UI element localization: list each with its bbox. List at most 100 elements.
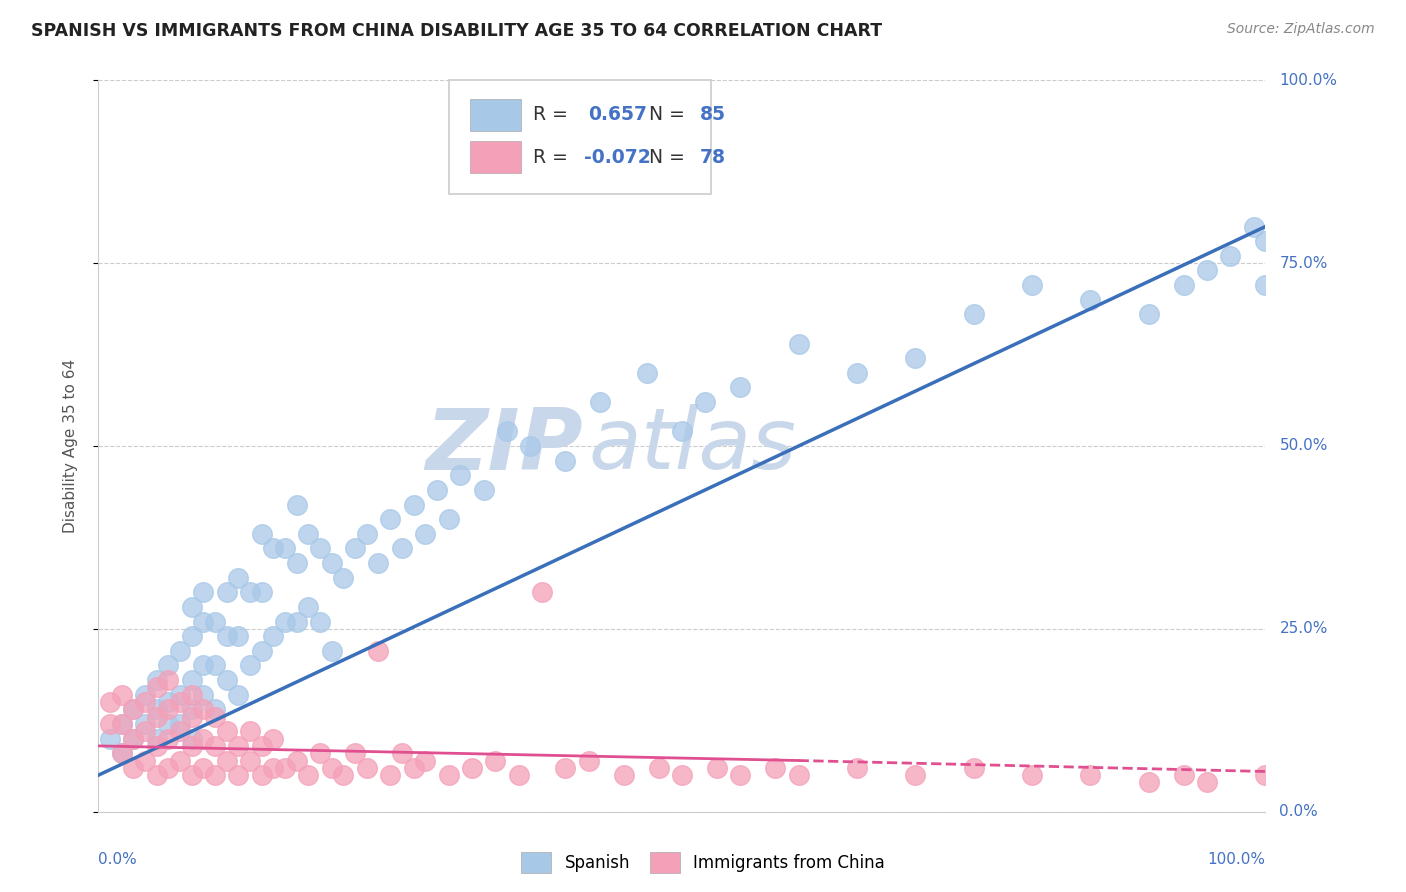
Point bbox=[461, 761, 484, 775]
Point bbox=[193, 761, 215, 775]
Point bbox=[169, 717, 191, 731]
Point bbox=[169, 644, 191, 658]
Point bbox=[250, 585, 273, 599]
Point bbox=[904, 351, 927, 366]
Point bbox=[671, 768, 693, 782]
Point bbox=[204, 739, 226, 753]
Point bbox=[1021, 768, 1043, 782]
Point bbox=[122, 731, 145, 746]
Point bbox=[262, 761, 284, 775]
Text: -0.072: -0.072 bbox=[583, 147, 651, 167]
Text: SPANISH VS IMMIGRANTS FROM CHINA DISABILITY AGE 35 TO 64 CORRELATION CHART: SPANISH VS IMMIGRANTS FROM CHINA DISABIL… bbox=[31, 22, 882, 40]
Point bbox=[1137, 775, 1160, 789]
Point bbox=[274, 615, 297, 629]
Point bbox=[309, 541, 332, 556]
Text: ZIP: ZIP bbox=[425, 404, 582, 488]
Point bbox=[180, 688, 202, 702]
Point bbox=[204, 615, 226, 629]
Point bbox=[157, 731, 180, 746]
Text: N =: N = bbox=[650, 105, 685, 124]
Point bbox=[285, 556, 308, 570]
Point bbox=[215, 754, 238, 768]
Point bbox=[157, 717, 180, 731]
Point bbox=[695, 395, 717, 409]
Point bbox=[262, 541, 284, 556]
Point bbox=[1021, 278, 1043, 293]
Point bbox=[157, 695, 180, 709]
Point bbox=[239, 585, 262, 599]
Point bbox=[215, 673, 238, 687]
Point bbox=[589, 395, 612, 409]
Point bbox=[344, 541, 367, 556]
Point bbox=[180, 739, 202, 753]
Point bbox=[787, 768, 810, 782]
Point bbox=[380, 768, 402, 782]
Point bbox=[204, 658, 226, 673]
Point bbox=[402, 761, 425, 775]
Text: 100.0%: 100.0% bbox=[1279, 73, 1337, 87]
Point bbox=[180, 629, 202, 643]
Point bbox=[321, 761, 343, 775]
Text: 0.657: 0.657 bbox=[589, 105, 648, 124]
Point bbox=[228, 571, 250, 585]
Text: 100.0%: 100.0% bbox=[1208, 852, 1265, 867]
Point bbox=[730, 380, 752, 394]
Point bbox=[437, 768, 460, 782]
Point bbox=[1254, 234, 1277, 248]
Point bbox=[146, 739, 169, 753]
Text: N =: N = bbox=[650, 147, 685, 167]
Text: 0.0%: 0.0% bbox=[1279, 805, 1319, 819]
Point bbox=[1173, 278, 1195, 293]
Point bbox=[1137, 307, 1160, 321]
Point bbox=[671, 425, 693, 439]
Point bbox=[134, 724, 156, 739]
Point bbox=[169, 695, 191, 709]
Point bbox=[578, 754, 600, 768]
Point bbox=[111, 717, 134, 731]
Point bbox=[250, 644, 273, 658]
Point bbox=[449, 468, 471, 483]
Point bbox=[146, 673, 169, 687]
Point bbox=[367, 556, 389, 570]
Point bbox=[274, 761, 297, 775]
Point bbox=[250, 739, 273, 753]
Point bbox=[98, 731, 121, 746]
Point bbox=[730, 768, 752, 782]
Point bbox=[1219, 249, 1241, 263]
Point bbox=[204, 709, 226, 723]
Text: 78: 78 bbox=[699, 147, 725, 167]
Point bbox=[413, 754, 436, 768]
Point bbox=[250, 526, 273, 541]
Text: 0.0%: 0.0% bbox=[98, 852, 138, 867]
Point bbox=[309, 615, 332, 629]
Point bbox=[193, 615, 215, 629]
Point bbox=[321, 644, 343, 658]
Text: 25.0%: 25.0% bbox=[1279, 622, 1327, 636]
Point bbox=[1173, 768, 1195, 782]
Point bbox=[134, 717, 156, 731]
Point bbox=[215, 585, 238, 599]
Point bbox=[180, 709, 202, 723]
Point bbox=[122, 702, 145, 716]
Point bbox=[228, 629, 250, 643]
Point bbox=[193, 688, 215, 702]
Point bbox=[402, 498, 425, 512]
Point bbox=[309, 746, 332, 760]
Point bbox=[1080, 768, 1102, 782]
Point bbox=[1243, 219, 1265, 234]
Point bbox=[239, 754, 262, 768]
Point bbox=[508, 768, 530, 782]
Point bbox=[146, 681, 169, 695]
FancyBboxPatch shape bbox=[449, 80, 711, 194]
Point bbox=[169, 724, 191, 739]
Point bbox=[122, 731, 145, 746]
Point bbox=[344, 746, 367, 760]
Text: R =: R = bbox=[533, 147, 568, 167]
Point bbox=[484, 754, 506, 768]
Point bbox=[111, 717, 134, 731]
Point bbox=[706, 761, 728, 775]
Point bbox=[239, 724, 262, 739]
Point bbox=[1195, 775, 1218, 789]
Point bbox=[228, 768, 250, 782]
Point bbox=[193, 658, 215, 673]
